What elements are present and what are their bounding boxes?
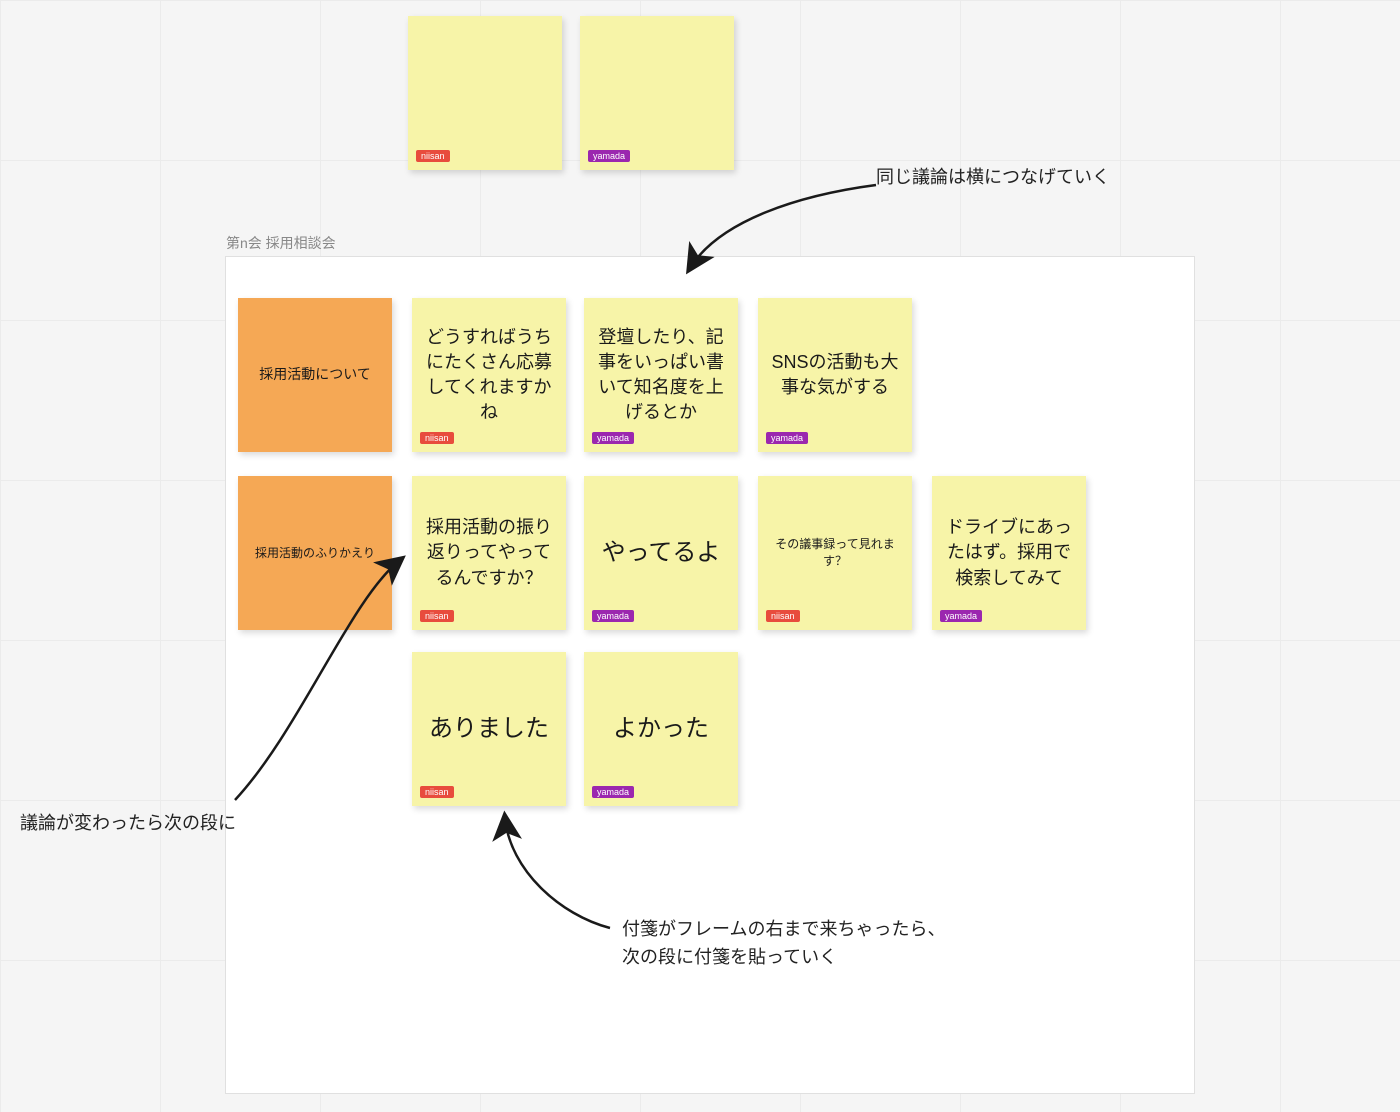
sticky-note[interactable]: yamada: [580, 16, 734, 170]
sticky-text: SNSの活動も大事な気がする: [770, 350, 900, 400]
sticky-note[interactable]: その議事録って見れます？ niisan: [758, 476, 912, 630]
sticky-text: よかった: [613, 712, 709, 746]
author-tag-yamada: yamada: [592, 610, 634, 622]
sticky-note[interactable]: niisan: [408, 16, 562, 170]
sticky-text: やってるよ: [602, 536, 721, 570]
frame-title: 第n会 採用相談会: [226, 233, 336, 253]
sticky-note[interactable]: ありました niisan: [412, 652, 566, 806]
sticky-note[interactable]: SNSの活動も大事な気がする yamada: [758, 298, 912, 452]
sticky-text: ありました: [429, 712, 549, 746]
sticky-text: 採用活動のふりかえり: [255, 545, 375, 562]
sticky-text: どうすればうちにたくさん応募してくれますかね: [424, 325, 554, 426]
sticky-note[interactable]: どうすればうちにたくさん応募してくれますかね niisan: [412, 298, 566, 452]
annotation-text: 同じ議論は横につなげていく: [876, 164, 1110, 191]
sticky-text: 登壇したり、記事をいっぱい書いて知名度を上げるとか: [596, 325, 726, 426]
sticky-note-topic[interactable]: 採用活動のふりかえり: [238, 476, 392, 630]
annotation-text: 議論が変わったら次の段に: [20, 810, 236, 837]
sticky-text: 採用活動について: [259, 365, 371, 385]
author-tag-yamada: yamada: [592, 432, 634, 444]
whiteboard-canvas[interactable]: niisan yamada 第n会 採用相談会 採用活動について どうすればうち…: [0, 0, 1400, 1112]
author-tag-niisan: niisan: [420, 786, 454, 798]
annotation-text: 次の段に付箋を貼っていく: [622, 944, 837, 971]
author-tag-niisan: niisan: [420, 432, 454, 444]
author-tag-yamada: yamada: [940, 610, 982, 622]
author-tag-niisan: niisan: [416, 150, 450, 162]
author-tag-yamada: yamada: [766, 432, 808, 444]
author-tag-niisan: niisan: [420, 610, 454, 622]
sticky-text: 採用活動の振り返りってやってるんですか？: [424, 515, 554, 591]
author-tag-yamada: yamada: [592, 786, 634, 798]
sticky-note-topic[interactable]: 採用活動について: [238, 298, 392, 452]
sticky-note[interactable]: ドライブにあったはず。採用で検索してみて yamada: [932, 476, 1086, 630]
author-tag-yamada: yamada: [588, 150, 630, 162]
sticky-note[interactable]: 採用活動の振り返りってやってるんですか？ niisan: [412, 476, 566, 630]
sticky-note[interactable]: よかった yamada: [584, 652, 738, 806]
sticky-text: その議事録って見れます？: [770, 536, 900, 570]
annotation-text: 付箋がフレームの右まで来ちゃったら、: [622, 916, 945, 943]
sticky-note[interactable]: やってるよ yamada: [584, 476, 738, 630]
sticky-text: ドライブにあったはず。採用で検索してみて: [944, 515, 1074, 591]
sticky-note[interactable]: 登壇したり、記事をいっぱい書いて知名度を上げるとか yamada: [584, 298, 738, 452]
author-tag-niisan: niisan: [766, 610, 800, 622]
